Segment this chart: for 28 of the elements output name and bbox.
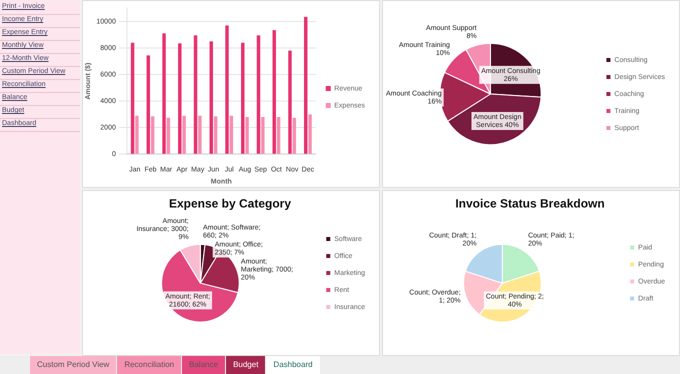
bar: [241, 42, 244, 154]
bar: [182, 116, 186, 154]
bar: [245, 117, 249, 154]
bar: [146, 55, 150, 154]
text: Reconciliation: [117, 356, 182, 374]
chart-title: Invoice Status Breakdown: [455, 196, 605, 211]
bar: [150, 116, 154, 154]
bar: [272, 30, 276, 154]
text: Balance: [182, 356, 226, 374]
bar: [214, 116, 218, 154]
bar: [178, 43, 182, 154]
bar: [162, 33, 166, 154]
text: Budget: [226, 356, 266, 374]
bar: [230, 116, 234, 154]
bar: [292, 118, 296, 154]
bar: [210, 41, 214, 154]
chart-title: Expense by Category: [168, 196, 292, 211]
bar: [261, 117, 265, 154]
bar: [304, 16, 308, 154]
bar: [276, 117, 280, 154]
bar: [198, 116, 202, 154]
text: Dashboard: [266, 356, 320, 374]
text: Custom Period View: [30, 356, 116, 374]
bar: [130, 42, 134, 154]
bar: [135, 116, 139, 154]
bar: [308, 114, 312, 154]
bar: [166, 118, 170, 154]
bar: [194, 35, 198, 154]
